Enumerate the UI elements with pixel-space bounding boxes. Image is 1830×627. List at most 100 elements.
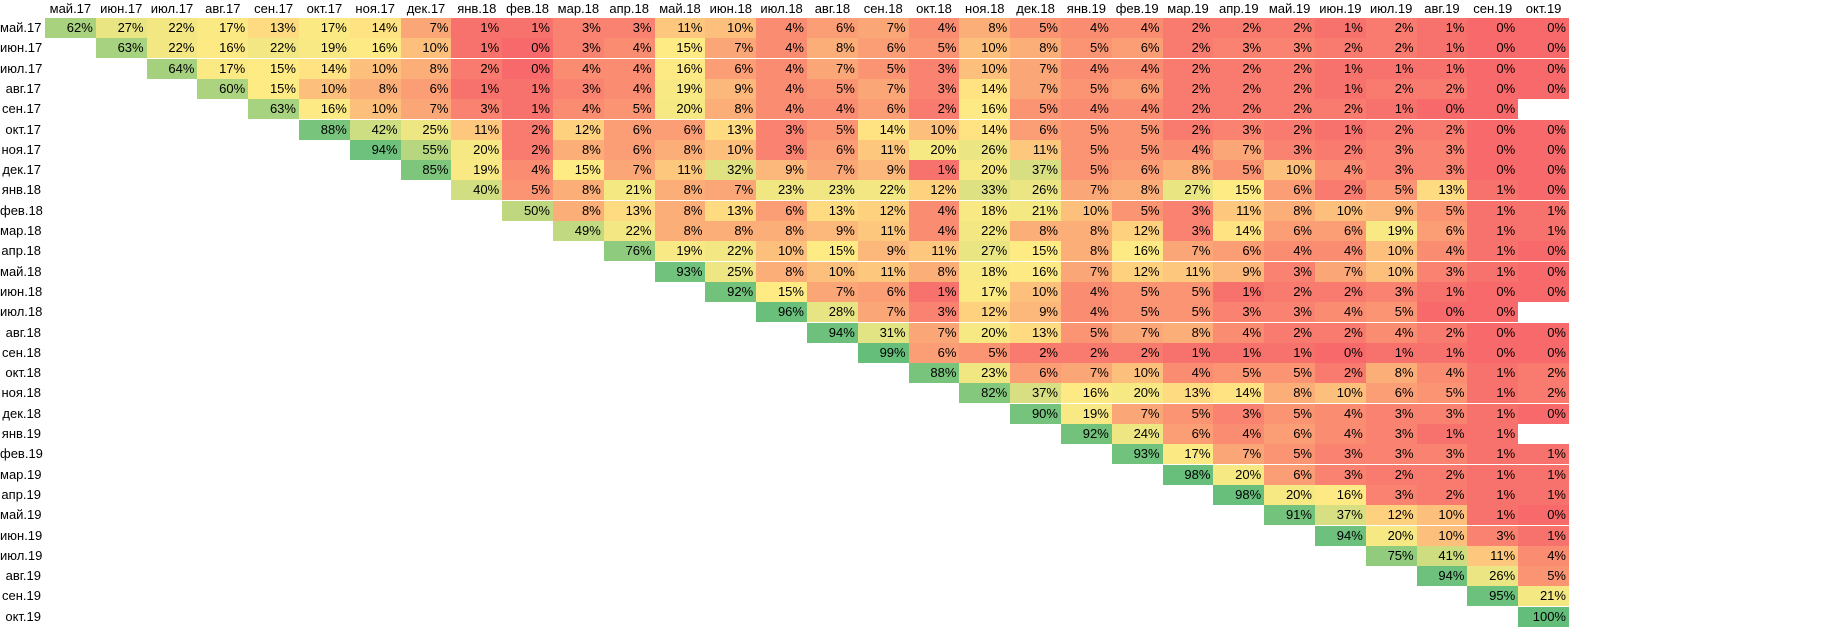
heatmap-cell: 4%: [1416, 241, 1468, 262]
heatmap-cell: 15%: [553, 160, 604, 181]
heatmap-cell: 3%: [1416, 261, 1468, 282]
heatmap-cell: 3%: [908, 58, 960, 79]
column-header: дек.18: [1016, 1, 1055, 16]
heatmap-cell: 3%: [1315, 444, 1366, 465]
heatmap-cell: 7%: [1061, 363, 1112, 384]
heatmap-cell: 1%: [1518, 221, 1569, 241]
heatmap-cell: 2%: [1162, 18, 1214, 38]
heatmap-cell: 7%: [807, 58, 858, 79]
heatmap-cell: 7%: [1213, 444, 1265, 465]
row-header: дек.17: [2, 162, 41, 178]
heatmap-cell: 7%: [705, 180, 757, 201]
heatmap-cell: 1%: [1416, 281, 1468, 302]
heatmap-cell: 4%: [1061, 281, 1112, 302]
heatmap-cell: 14%: [857, 119, 909, 140]
heatmap-cell: 3%: [1416, 160, 1468, 181]
heatmap-cell: 4%: [1315, 241, 1366, 262]
heatmap-cell: 2%: [1264, 281, 1315, 302]
heatmap-cell: 2%: [1213, 78, 1265, 99]
heatmap-cell: 14%: [349, 18, 401, 38]
heatmap-cell: 1%: [1467, 484, 1519, 505]
heatmap-cell: 17%: [197, 18, 249, 38]
heatmap-cell: 3%: [1213, 38, 1265, 59]
heatmap-cell: 10%: [299, 78, 350, 99]
heatmap-cell: 3%: [1264, 302, 1315, 323]
heatmap-cell: 3%: [1416, 403, 1468, 424]
heatmap-cell: 7%: [1061, 180, 1112, 201]
heatmap-cell: 10%: [705, 139, 757, 160]
heatmap-cell: 0%: [1518, 78, 1569, 99]
heatmap-cell: 31%: [857, 322, 909, 343]
heatmap-cell: 0%: [1518, 322, 1569, 343]
heatmap-cell: 1%: [451, 18, 503, 38]
heatmap-cell: 2%: [502, 139, 553, 160]
heatmap-cell: 1%: [1365, 99, 1417, 120]
heatmap-cell: 23%: [959, 363, 1011, 384]
heatmap-cell: 8%: [553, 180, 604, 201]
heatmap-cell: 33%: [959, 180, 1011, 201]
heatmap-cell: 14%: [959, 78, 1011, 99]
heatmap-cell: 19%: [654, 78, 706, 99]
heatmap-cell: 49%: [553, 221, 604, 241]
heatmap-cell: 4%: [1213, 322, 1265, 343]
column-header: июн.17: [100, 1, 143, 16]
heatmap-cell: 0%: [1315, 342, 1366, 363]
heatmap-cell: 4%: [756, 78, 807, 99]
heatmap-cell: 20%: [1365, 525, 1417, 546]
heatmap-cell: 5%: [1111, 200, 1163, 221]
heatmap-cell: 9%: [1010, 302, 1061, 323]
heatmap-cell: 1%: [1365, 342, 1417, 363]
heatmap-cell: 6%: [756, 200, 807, 221]
heatmap-cell: 22%: [146, 38, 198, 59]
heatmap-cell: 42%: [349, 119, 401, 140]
heatmap-cell: 0%: [1467, 139, 1519, 160]
heatmap-cell: 11%: [857, 221, 909, 241]
heatmap-cell: 8%: [959, 18, 1011, 38]
heatmap-cell: 96%: [756, 302, 807, 323]
heatmap-cell: 4%: [1315, 160, 1366, 181]
heatmap-cell: 92%: [705, 281, 757, 302]
heatmap-cell: 99%: [857, 342, 909, 363]
heatmap-cell: 5%: [1061, 139, 1112, 160]
row-header: май.18: [0, 263, 42, 279]
heatmap-cell: 5%: [1111, 139, 1163, 160]
heatmap-cell: 98%: [1213, 484, 1265, 505]
heatmap-cell: 1%: [1213, 342, 1265, 363]
heatmap-cell: 13%: [705, 200, 757, 221]
heatmap-cell: 0%: [1518, 119, 1569, 140]
heatmap-cell: 26%: [1467, 566, 1519, 587]
heatmap-cell: 8%: [654, 200, 706, 221]
heatmap-cell: 3%: [1365, 403, 1417, 424]
heatmap-cell: 0%: [1518, 505, 1569, 526]
heatmap-cell: 5%: [1061, 78, 1112, 99]
heatmap-cell: 8%: [1264, 200, 1315, 221]
heatmap-cell: 1%: [451, 38, 503, 59]
heatmap-cell: 9%: [857, 160, 909, 181]
heatmap-cell: 7%: [1010, 58, 1061, 79]
heatmap-cell: 3%: [553, 78, 604, 99]
heatmap-cell: 2%: [1315, 180, 1366, 201]
row-header: авг.18: [5, 324, 41, 340]
heatmap-cell: 2%: [1264, 322, 1315, 343]
heatmap-cell: 1%: [1467, 444, 1519, 465]
heatmap-cell: 7%: [1213, 139, 1265, 160]
column-header: окт.17: [306, 1, 343, 16]
heatmap-cell: 3%: [1162, 221, 1214, 241]
heatmap-cell: 16%: [654, 58, 706, 79]
heatmap-cell: 20%: [451, 139, 503, 160]
heatmap-cell: 7%: [400, 99, 452, 120]
column-header: ноя.18: [965, 1, 1005, 16]
heatmap-cell: 17%: [1162, 444, 1214, 465]
heatmap-cell: 6%: [807, 18, 858, 38]
heatmap-cell: 2%: [1213, 99, 1265, 120]
heatmap-cell: 10%: [1315, 200, 1366, 221]
heatmap-cell: 27%: [1162, 180, 1214, 201]
heatmap-cell: 11%: [1162, 261, 1214, 282]
heatmap-cell: 0%: [1518, 139, 1569, 160]
row-header: сен.19: [2, 588, 41, 604]
heatmap-cell: 4%: [603, 58, 655, 79]
heatmap-cell: 1%: [502, 99, 553, 120]
heatmap-cell: 20%: [908, 139, 960, 160]
heatmap-cell: 0%: [1416, 302, 1468, 323]
heatmap-cell: 7%: [1061, 261, 1112, 282]
